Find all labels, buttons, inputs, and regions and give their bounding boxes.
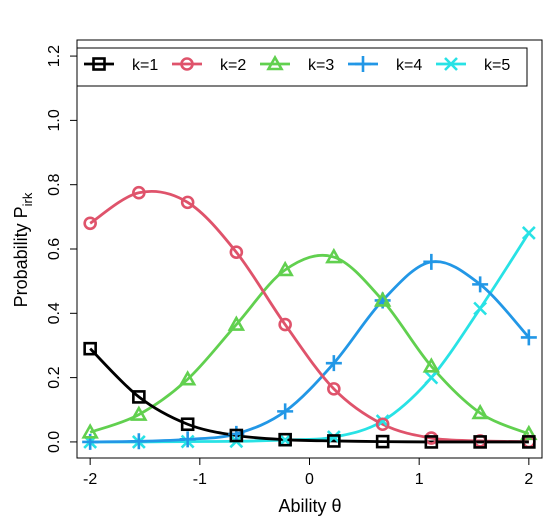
- data-point-k=2: [83, 216, 97, 231]
- data-point-k=4: [325, 355, 342, 372]
- data-point-k=1: [278, 432, 292, 447]
- data-point-k=1: [327, 434, 341, 448]
- y-axis-label-main: Probability P: [11, 206, 31, 307]
- data-point-k=1: [132, 390, 146, 404]
- data-point-k=5: [424, 370, 439, 385]
- data-point-k=3: [81, 423, 99, 439]
- x-tick-label: 2: [524, 471, 533, 488]
- data-point-k=1: [229, 428, 244, 443]
- legend-marker: [355, 56, 371, 72]
- plot-frame: [76, 39, 543, 459]
- data-point-k=5: [375, 414, 390, 428]
- y-tick-label: 0.8: [46, 173, 63, 195]
- data-point-k=5: [326, 430, 341, 445]
- data-point-k=4: [179, 431, 196, 448]
- data-point-k=3: [178, 370, 197, 386]
- series-markers: [81, 185, 538, 450]
- y-tick-label: 1.2: [46, 45, 63, 67]
- data-point-k=3: [227, 315, 246, 331]
- series-line-k=3: [89, 253, 530, 436]
- y-tick-label: 0.0: [46, 431, 63, 453]
- data-point-k=3: [520, 424, 538, 441]
- data-point-k=3: [130, 405, 148, 421]
- data-point-k=3: [471, 403, 489, 420]
- data-point-k=5: [473, 301, 488, 316]
- data-point-k=5: [521, 226, 536, 240]
- x-axis-label: Ability θ: [278, 496, 341, 516]
- legend: k=1 k=2 k=3 k=4 k=5: [76, 47, 528, 87]
- legend-marker: [92, 57, 106, 71]
- data-point-k=1: [83, 341, 97, 356]
- series-line-k=5: [90, 232, 531, 444]
- data-point-k=1: [375, 434, 390, 449]
- x-tick-label: 1: [415, 471, 424, 488]
- data-point-k=3: [276, 260, 294, 277]
- legend-label: k=3: [308, 57, 334, 74]
- data-point-k=4: [423, 253, 440, 270]
- series-line-k=2: [89, 189, 529, 443]
- series-curves: [89, 189, 531, 444]
- series-line-k=1: [89, 347, 529, 444]
- x-tick-label: 0: [305, 471, 314, 488]
- data-point-k=4: [520, 329, 537, 346]
- data-point-k=2: [327, 382, 341, 396]
- data-point-k=4: [472, 276, 489, 293]
- data-point-k=2: [180, 195, 195, 210]
- legend-label: k=4: [396, 57, 422, 74]
- legend-marker: [266, 54, 284, 71]
- data-point-k=1: [180, 417, 195, 432]
- x-tick-label: -1: [193, 471, 207, 488]
- series-line-k=4: [90, 260, 530, 444]
- data-point-k=2: [229, 245, 244, 260]
- data-point-k=4: [277, 403, 294, 420]
- data-point-k=2: [375, 417, 390, 432]
- x-tick-label: -2: [83, 471, 97, 488]
- y-tick-label: 0.2: [46, 366, 63, 388]
- data-point-k=3: [325, 247, 343, 264]
- data-point-k=2: [278, 317, 292, 332]
- data-point-k=2: [132, 185, 146, 200]
- legend-label: k=2: [220, 57, 246, 74]
- legend-marker: [444, 57, 458, 71]
- y-tick-label: 1.0: [46, 109, 63, 131]
- legend-marker: [180, 57, 194, 71]
- data-point-k=3: [422, 357, 441, 373]
- legend-box: [76, 47, 528, 87]
- y-tick-label: 0.4: [46, 302, 63, 324]
- legend-label: k=5: [484, 57, 510, 74]
- axis-ticks: -2 -1 0 1 2 0.0 0.2 0.4 0.6 0.8 1.0 1.2: [46, 45, 533, 488]
- data-point-k=1: [522, 435, 536, 449]
- data-point-k=3: [373, 291, 392, 307]
- data-point-k=1: [473, 435, 487, 449]
- data-point-k=1: [424, 435, 439, 449]
- legend-label: k=1: [132, 57, 158, 74]
- data-point-k=4: [130, 433, 147, 450]
- y-axis-label: Probability Pirk: [11, 192, 35, 307]
- y-tick-label: 0.6: [46, 238, 63, 260]
- y-axis-label-subscript: irk: [20, 192, 35, 206]
